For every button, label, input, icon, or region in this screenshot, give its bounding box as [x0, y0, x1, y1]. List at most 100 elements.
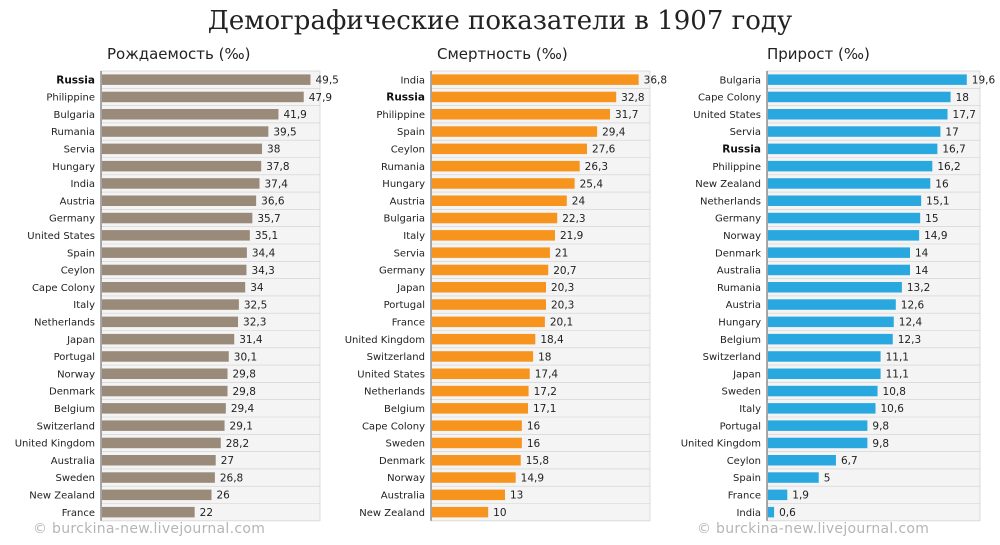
value-label: 27	[221, 455, 234, 467]
value-label: 49,5	[315, 74, 338, 86]
value-label: 16,7	[942, 144, 965, 156]
value-label: 36,8	[644, 74, 667, 86]
chart-title-death: Смертность (‰)	[437, 45, 568, 63]
bar-birth	[102, 160, 262, 172]
value-label: 31,4	[239, 334, 263, 346]
value-label: 17,1	[533, 403, 556, 415]
category-label: Cape Colony	[32, 283, 95, 294]
bar-growth	[768, 282, 902, 293]
value-label: 37,4	[265, 178, 289, 190]
bar-death	[432, 472, 516, 483]
bar-growth	[768, 91, 951, 103]
bar-growth	[768, 351, 881, 362]
category-label: Philippine	[46, 93, 95, 104]
value-label: 6,7	[841, 455, 858, 467]
bar-growth	[768, 212, 921, 224]
bar-growth	[768, 420, 868, 431]
value-label: 29,8	[233, 386, 256, 398]
category-label: France	[392, 317, 425, 328]
value-label: 29,4	[231, 403, 255, 415]
value-label: 0,6	[779, 507, 796, 519]
value-label: 14	[915, 265, 929, 277]
category-label: Norway	[723, 231, 761, 242]
bar-growth	[768, 403, 876, 414]
value-label: 26,3	[585, 161, 608, 173]
bar-birth	[102, 264, 247, 276]
value-label: 18,4	[540, 334, 564, 346]
category-label: India	[736, 508, 761, 519]
category-label: Norway	[387, 473, 425, 484]
bar-growth	[768, 506, 775, 518]
value-label: 19,6	[972, 74, 996, 86]
category-label: Austria	[390, 196, 425, 207]
bar-death	[432, 109, 611, 120]
category-label: Switzerland	[37, 421, 95, 432]
bar-death	[432, 299, 546, 310]
value-label: 13	[510, 490, 523, 502]
category-label: Australia	[51, 456, 95, 467]
bar-growth	[768, 230, 920, 241]
bar-growth	[768, 264, 910, 276]
bar-birth	[102, 455, 216, 466]
category-label: Russia	[722, 143, 761, 155]
bar-death	[432, 212, 558, 224]
bar-growth	[768, 195, 922, 206]
category-label: Portugal	[54, 352, 95, 363]
bar-death	[432, 506, 489, 518]
category-label: United Kingdom	[15, 439, 95, 450]
chart-death: India 36,8 Russia 32,8 Philippine 31,7 Spain 29…	[345, 70, 667, 522]
category-label: Denmark	[715, 248, 761, 259]
bar-death	[432, 282, 546, 293]
category-label: Switzerland	[367, 352, 425, 363]
value-label: 32,8	[621, 92, 644, 104]
value-label: 20,3	[551, 282, 574, 294]
bar-birth	[102, 247, 247, 258]
bar-birth	[102, 195, 257, 206]
category-label: United States	[693, 110, 761, 121]
page-title: Демографические показатели в 1907 году	[207, 6, 793, 36]
category-label: Sweden	[385, 439, 425, 450]
category-label: New Zealand	[359, 508, 425, 519]
chart-title-birth: Рождаемость (‰)	[107, 45, 251, 63]
category-label: Ceylon	[61, 266, 95, 277]
value-label: 10,6	[881, 403, 905, 415]
watermark-left: © burckina-new.livejournal.com	[33, 521, 266, 537]
category-label: Hungary	[718, 317, 761, 328]
value-label: 37,8	[266, 161, 289, 173]
value-label: 36,6	[261, 196, 285, 208]
category-label: Servia	[394, 248, 425, 259]
bar-death	[432, 126, 598, 137]
bar-death	[432, 385, 529, 397]
bar-birth	[102, 368, 228, 379]
bar-growth	[768, 143, 938, 155]
category-label: Italy	[403, 231, 425, 242]
chart-title-growth: Прирост (‰)	[767, 45, 870, 63]
category-label: Portugal	[384, 300, 425, 311]
category-label: France	[62, 508, 95, 519]
value-label: 9,8	[872, 438, 889, 450]
bar-birth	[102, 126, 269, 137]
bar-death	[432, 489, 505, 501]
bar-growth	[768, 160, 933, 172]
category-label: Australia	[717, 266, 761, 277]
value-label: 32,3	[243, 317, 266, 329]
value-label: 29,8	[233, 369, 256, 381]
bar-growth	[768, 489, 788, 501]
category-label: Japan	[396, 283, 425, 294]
bar-birth	[102, 403, 226, 414]
value-label: 34,4	[252, 247, 276, 259]
value-label: 31,7	[615, 109, 638, 121]
value-label: 47,9	[309, 92, 332, 104]
bar-birth	[102, 212, 253, 224]
value-label: 1,9	[792, 490, 809, 502]
bar-death	[432, 316, 545, 328]
category-label: Servia	[730, 127, 761, 138]
value-label: 17,2	[534, 386, 557, 398]
bar-birth	[102, 282, 246, 293]
value-label: 18	[956, 92, 969, 104]
value-label: 27,6	[592, 144, 616, 156]
chart-birth: Russia 49,5 Philippine 47,9 Bulgaria 41,9 Ruma…	[15, 70, 339, 522]
bar-birth	[102, 316, 239, 328]
bar-birth	[102, 143, 263, 155]
